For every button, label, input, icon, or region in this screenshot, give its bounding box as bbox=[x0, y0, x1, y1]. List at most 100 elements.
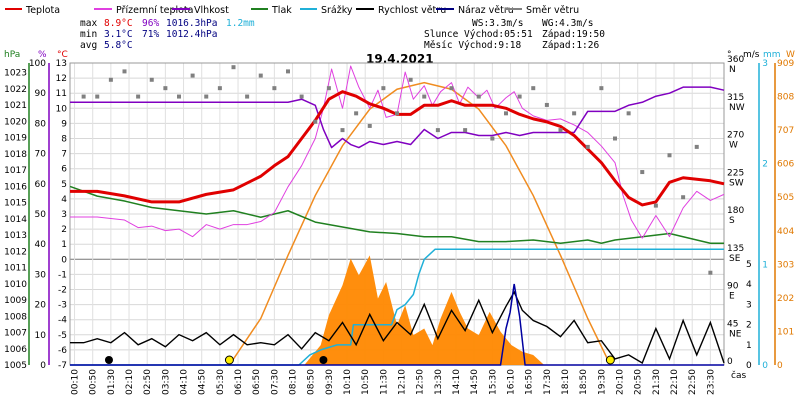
temperature-tick: 7 bbox=[61, 150, 67, 160]
humidity-tick: 30 bbox=[35, 270, 47, 280]
stat-max-label: max bbox=[80, 18, 97, 29]
wind-direction-point bbox=[408, 77, 413, 82]
wind-direction-point bbox=[313, 119, 318, 124]
wind-direction-point bbox=[667, 153, 672, 158]
pressure-tick: 1020 bbox=[4, 117, 27, 127]
stat-max-press: 1016.3hPa bbox=[166, 18, 217, 29]
wind-direction-point bbox=[381, 86, 386, 91]
wind-direction-point bbox=[136, 94, 141, 99]
info-moon-set: Západ:1:26 bbox=[542, 40, 599, 51]
pressure-tick: 1021 bbox=[4, 101, 27, 111]
stat-max-hum: 96% bbox=[142, 18, 159, 29]
pressure-tick: 1007 bbox=[4, 329, 27, 339]
x-tick: 14:50 bbox=[470, 369, 480, 395]
info-sun-set: Západ:19:50 bbox=[542, 29, 605, 40]
info-ws: WS:3.3m/s bbox=[472, 18, 523, 29]
event-markers bbox=[104, 355, 615, 365]
x-tick: 20:10 bbox=[616, 369, 626, 395]
direction-label: S bbox=[729, 216, 735, 226]
axis-title-rain: mm bbox=[763, 50, 781, 60]
x-tick: 09:30 bbox=[325, 369, 335, 395]
temperature-tick: -3 bbox=[58, 301, 67, 311]
x-tick: 22:10 bbox=[670, 369, 680, 395]
series-humidity bbox=[70, 86, 725, 149]
pressure-tick: 1022 bbox=[4, 85, 27, 95]
axis-title-sun: W bbox=[786, 50, 795, 60]
series-pressure bbox=[69, 185, 724, 244]
wind-direction-point bbox=[245, 94, 250, 99]
x-tick: 23:30 bbox=[706, 369, 716, 395]
wind-direction-point bbox=[217, 86, 222, 91]
wind-direction-point bbox=[435, 128, 440, 133]
legend-gust: Náraz větru bbox=[458, 5, 514, 16]
x-tick: 17:30 bbox=[543, 369, 553, 395]
wind-direction-point bbox=[231, 65, 236, 70]
x-tick: 02:50 bbox=[143, 369, 153, 395]
x-tick: 18:50 bbox=[579, 369, 589, 395]
x-tick: 14:10 bbox=[452, 369, 462, 395]
wind-direction-point bbox=[177, 94, 181, 99]
pressure-tick: 1008 bbox=[4, 312, 27, 322]
x-tick: 16:10 bbox=[507, 369, 517, 395]
x-tick: 01:30 bbox=[107, 369, 117, 395]
wind-direction-point bbox=[640, 170, 645, 175]
temperature-tick: -5 bbox=[58, 331, 67, 341]
axis-title-wind: m/s bbox=[743, 50, 760, 60]
x-tick: 02:10 bbox=[125, 369, 135, 395]
x-tick: 08:50 bbox=[307, 369, 317, 395]
humidity-tick: 80 bbox=[35, 119, 47, 129]
axis-title-temp: °C bbox=[57, 50, 68, 60]
temperature-tick: 10 bbox=[56, 104, 68, 114]
axis-title-dir: ° bbox=[727, 50, 732, 60]
x-tick: 06:50 bbox=[252, 369, 262, 395]
temperature-tick: 2 bbox=[61, 225, 67, 235]
x-tick: 03:30 bbox=[161, 369, 171, 395]
wind-direction-point bbox=[572, 111, 577, 116]
wind-direction-point bbox=[463, 128, 468, 133]
wind-tick: 4 bbox=[746, 280, 752, 290]
direction-tick: 270 bbox=[727, 131, 744, 141]
x-tick: 19:30 bbox=[597, 369, 607, 395]
wind-direction-point bbox=[613, 136, 617, 141]
wind-direction-point bbox=[681, 195, 686, 200]
axis-title-hum: % bbox=[38, 50, 47, 60]
x-tick: 18:10 bbox=[561, 369, 571, 395]
info-moon-rise: Měsíc Východ:9:18 bbox=[424, 40, 522, 51]
temperature-tick: -4 bbox=[58, 316, 67, 326]
temperature-tick: -2 bbox=[58, 286, 67, 296]
pressure-tick: 1017 bbox=[4, 166, 27, 176]
wind-direction-point bbox=[599, 86, 604, 91]
x-tick: 20:50 bbox=[634, 369, 644, 395]
pressure-tick: 1019 bbox=[4, 134, 27, 144]
wind-direction-point bbox=[558, 128, 563, 133]
rain-tick: 2 bbox=[762, 160, 768, 170]
info: WS:3.3m/s WG:4.3m/s Slunce Východ:05:51 … bbox=[424, 18, 605, 51]
moonset-marker bbox=[104, 356, 113, 364]
direction-tick: 360 bbox=[727, 55, 744, 65]
info-sun-rise: Slunce Východ:05:51 bbox=[424, 29, 533, 40]
temperature-tick: 1 bbox=[61, 240, 67, 250]
wind-direction-point bbox=[122, 69, 127, 74]
pressure-tick: 1010 bbox=[4, 280, 27, 290]
legend-wind: Rychlost větru bbox=[378, 5, 446, 16]
direction-tick: 225 bbox=[727, 168, 744, 178]
wind-tick: 2 bbox=[746, 321, 752, 331]
direction-label: N bbox=[729, 65, 736, 75]
stat-min-hum: 71% bbox=[142, 29, 159, 40]
pressure-tick: 1013 bbox=[4, 231, 27, 241]
axis-title-x: čas bbox=[731, 370, 746, 381]
humidity-tick: 0 bbox=[40, 361, 46, 371]
temperature-tick: 13 bbox=[56, 59, 67, 69]
sun-tick: 404 bbox=[777, 227, 794, 237]
wind-direction-point bbox=[367, 123, 372, 128]
humidity-tick: 70 bbox=[35, 150, 47, 160]
x-tick: 00:10 bbox=[71, 369, 81, 395]
series-wind-speed bbox=[70, 290, 725, 364]
temperature-tick: 3 bbox=[61, 210, 67, 220]
pressure-tick: 1023 bbox=[4, 69, 27, 79]
series-ground-temp bbox=[70, 65, 725, 239]
x-tick: 08:10 bbox=[289, 369, 299, 395]
wind-direction-point bbox=[476, 94, 481, 99]
rain-tick: 1 bbox=[762, 260, 768, 270]
